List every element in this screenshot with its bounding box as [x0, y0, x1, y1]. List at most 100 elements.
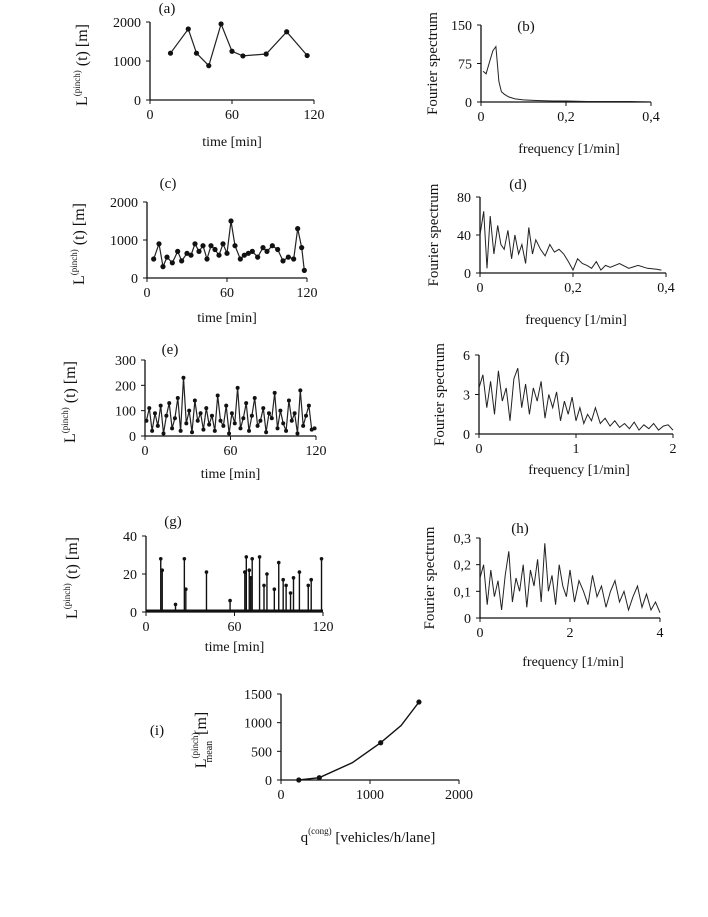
data-point [281, 421, 286, 426]
data-point [240, 53, 246, 59]
data-point [260, 245, 266, 251]
data-point [319, 557, 324, 561]
data-point [184, 421, 189, 426]
series-line [145, 377, 315, 434]
data-point [167, 50, 174, 56]
data-point [378, 740, 384, 746]
y-tick-label: 0 [465, 96, 472, 111]
x-tick-label: 0 [147, 108, 154, 123]
y-axis-title: L(pinch) (t) [m] [60, 361, 79, 443]
panel-c: 0 60 120 0 1000 2000 (c) time [min] L(pinch) (t)… [69, 176, 318, 326]
data-point [249, 248, 255, 254]
panel-e: 0 60 120 0 100 200 300 (e) time [min] L(pinch) (t… [60, 342, 327, 482]
data-point [292, 411, 297, 416]
data-point [244, 555, 249, 559]
data-point [295, 431, 300, 436]
x-tick-label: 60 [228, 620, 242, 635]
x-tick-label: 2000 [445, 788, 473, 803]
data-point [278, 408, 283, 413]
data-point [280, 258, 286, 264]
data-point [241, 252, 247, 258]
data-point [179, 258, 185, 264]
panel-d: 0 0,2 0,4 0 40 80 (d) frequency [1/min] Fourier … [426, 177, 675, 328]
data-point [297, 570, 302, 574]
panel-label: (c) [160, 176, 177, 192]
data-point [192, 241, 198, 247]
data-point [255, 254, 261, 260]
y-tick-label: 100 [115, 405, 136, 420]
data-point [309, 577, 314, 582]
x-axis-title: frequency [1/min] [528, 463, 629, 478]
data-point [228, 598, 232, 603]
data-point [206, 63, 212, 69]
y-tick-label: 0 [129, 430, 136, 445]
data-point [252, 396, 257, 400]
x-tick-label: 120 [304, 108, 325, 123]
data-point [237, 256, 243, 262]
x-tick-label: 0 [278, 788, 285, 803]
x-tick-label: 1000 [356, 788, 384, 803]
data-point [218, 21, 224, 27]
data-point [250, 557, 254, 561]
panel-label: (b) [517, 19, 535, 35]
data-point [299, 245, 305, 251]
data-point [272, 587, 277, 591]
y-tick-label: 0,2 [454, 559, 472, 574]
data-point [245, 250, 251, 256]
data-point [185, 26, 191, 32]
x-tick-label: 120 [306, 444, 327, 459]
data-point [289, 418, 294, 423]
x-tick-label: 0,2 [557, 110, 575, 125]
x-tick-label: 0,2 [564, 281, 582, 296]
data-point [275, 246, 281, 253]
x-tick-label: 2 [670, 442, 677, 457]
series-line [298, 701, 420, 781]
x-axis-title: q(cong) [vehicles/h/lane] [301, 826, 436, 846]
data-point [198, 411, 203, 416]
y-tick-label: 0 [464, 267, 471, 282]
x-tick-label: 0 [142, 444, 149, 459]
data-point [155, 423, 160, 428]
x-tick-label: 0 [477, 626, 484, 641]
data-point [215, 393, 220, 398]
data-point [187, 408, 192, 413]
data-point [204, 256, 210, 262]
data-point [301, 267, 307, 273]
data-point [304, 413, 309, 418]
panel-b: 0 0,2 0,4 0 75 150 (b) frequency [1/min] Fourier… [425, 12, 660, 157]
y-tick-label: 3 [463, 389, 470, 404]
data-point [160, 264, 166, 270]
y-tick-label: 6 [463, 349, 470, 364]
y-tick-label: 1500 [244, 688, 272, 703]
data-point [181, 375, 186, 380]
data-point [284, 583, 288, 588]
data-point [249, 413, 254, 418]
data-point [228, 218, 234, 224]
data-point [281, 577, 285, 582]
data-point [291, 576, 296, 580]
panel-label: (i) [150, 723, 164, 739]
data-point [156, 241, 162, 247]
data-point [193, 50, 200, 56]
data-point [204, 406, 209, 411]
data-point [209, 413, 214, 418]
data-point [304, 52, 310, 59]
y-tick-label: 1000 [113, 55, 141, 70]
data-point [164, 254, 170, 260]
data-point [218, 418, 223, 423]
panel-g: 0 60 120 0 20 40 (g) time [min] L(pinch) (t) [m] [62, 514, 334, 655]
data-point [160, 568, 165, 572]
x-tick-label: 0 [477, 281, 484, 296]
data-point [261, 406, 266, 411]
y-axis-title: Fourier spectrum [425, 12, 441, 115]
data-point [241, 416, 246, 421]
x-tick-label: 4 [657, 626, 664, 641]
data-point [164, 413, 169, 418]
data-point [144, 418, 149, 423]
data-point [238, 426, 243, 431]
data-point [229, 411, 234, 416]
data-point [291, 256, 297, 262]
x-tick-label: 120 [313, 620, 334, 635]
y-axis-title: L(pinch) (t) [m] [62, 537, 81, 619]
data-point [172, 416, 177, 421]
